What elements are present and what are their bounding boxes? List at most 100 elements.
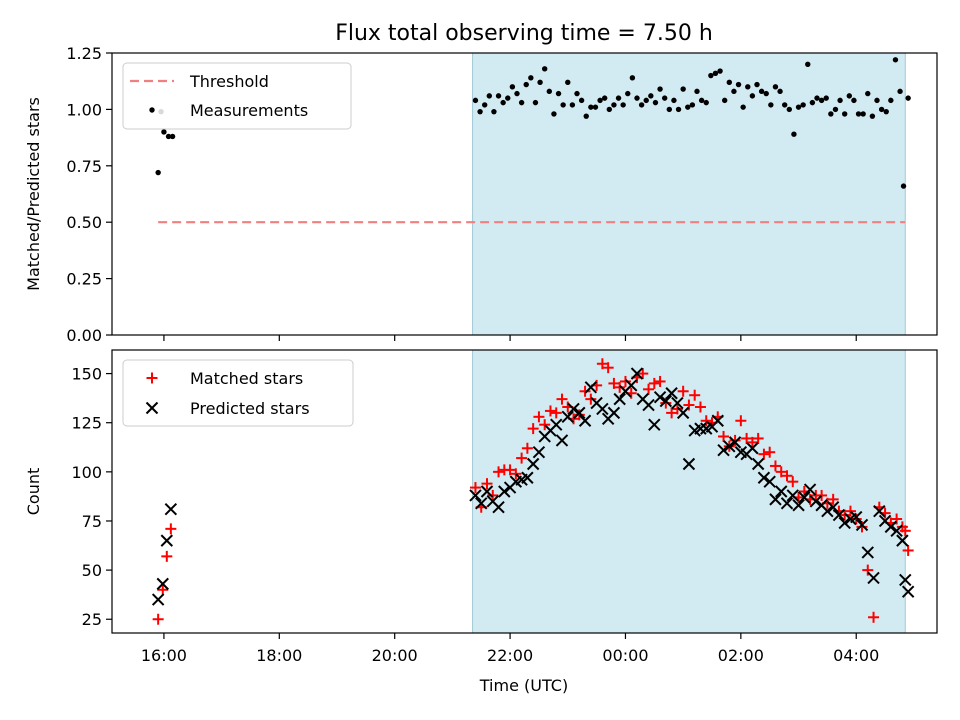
matched-star-point [550, 407, 562, 419]
matched-star-point [718, 430, 730, 442]
matched-star-point [614, 381, 626, 393]
predicted-star-point [630, 367, 644, 380]
y-tick-label: 1.25 [66, 44, 102, 63]
measurement-point [721, 97, 728, 104]
count-legend: Matched stars Predicted stars [122, 359, 354, 427]
measurement-point [472, 97, 479, 104]
predicted-star-point [786, 489, 799, 502]
count-panel: 25 50 75 100 125 150 16:00 18:00 20:00 22:00 00:00… [24, 349, 938, 665]
measurement-point [685, 104, 691, 110]
measurement-point [477, 108, 483, 115]
measurement-point [486, 93, 493, 99]
measurement-point [768, 102, 774, 108]
predicted-star-point [728, 436, 742, 449]
predicted-star-point [625, 379, 638, 392]
legend-measurement-swatch [149, 107, 155, 113]
marker-stroke [769, 493, 782, 506]
measurement-point [546, 88, 553, 95]
legend-box [122, 62, 352, 130]
measurement-point [661, 95, 668, 101]
measurement-point [694, 88, 700, 95]
marker-stroke [665, 387, 678, 400]
measurement-point [625, 90, 631, 97]
matched-star-point [533, 411, 545, 423]
measurement-point [165, 133, 172, 140]
legend-matched-swatch [146, 372, 158, 384]
predicted-star-point [555, 434, 569, 447]
measurement-point [666, 106, 673, 113]
matched-star-point [787, 476, 799, 488]
marker-stroke [486, 495, 499, 508]
predicted-star-point [521, 471, 534, 484]
marker-stroke [584, 381, 598, 394]
measurement-point [555, 90, 562, 97]
measurement-point [597, 97, 603, 104]
marker-stroke [694, 422, 707, 435]
measurement-point [846, 93, 853, 99]
measurement-point [578, 97, 585, 104]
predicted-star-point [607, 406, 621, 420]
measurement-point [860, 111, 866, 117]
matched-star-point [694, 401, 706, 413]
marker-stroke [867, 571, 880, 585]
predicted-star-point [751, 457, 765, 471]
marker-stroke [711, 414, 724, 427]
marker-stroke [850, 510, 863, 524]
matched-star-point [469, 482, 481, 494]
marker-stroke [642, 398, 655, 412]
y-tick-label: 1.00 [66, 100, 102, 119]
marker-stroke [521, 471, 534, 484]
measurement-point [763, 90, 769, 97]
predicted-star-point [573, 406, 586, 420]
marker-stroke [734, 445, 748, 459]
measurement-point [569, 102, 576, 108]
measurement-point [749, 93, 756, 99]
marker-stroke [578, 414, 592, 427]
marker-stroke [815, 499, 828, 512]
measurement-point [629, 75, 636, 81]
measurement-point [601, 95, 608, 101]
predicted-star-point [746, 442, 759, 455]
measurement-point [518, 99, 525, 106]
ratio-panel: 0.00 0.25 0.50 0.75 1.00 1.25 Matched/Predict… [24, 44, 938, 345]
marker-stroke [526, 457, 540, 471]
x-tick-label: 02:00 [718, 646, 764, 665]
marker-stroke [792, 499, 805, 512]
legend-matched-label: Matched stars [190, 369, 303, 388]
predicted-star-point [792, 499, 805, 512]
predicted-star-point [151, 593, 165, 606]
matched-star-point [735, 415, 747, 427]
ratio-y-axis-label: Matched/Predicted stars [24, 97, 43, 291]
y-tick-label: 50 [82, 561, 102, 580]
marker-stroke [746, 442, 759, 455]
measurement-point [703, 99, 709, 106]
predicted-star-point [671, 396, 684, 410]
predicted-star-point [532, 445, 546, 459]
measurement-point [786, 106, 793, 113]
measurement-point [791, 131, 797, 137]
predicted-star-point [550, 418, 563, 431]
marker-stroke [567, 402, 580, 416]
predicted-star-point [867, 571, 880, 585]
marker-stroke [160, 534, 174, 547]
matched-star-point [487, 489, 499, 501]
matched-star-point [746, 436, 758, 448]
predicted-star-point [160, 534, 174, 547]
marker-stroke [475, 497, 488, 510]
matched-star-point [752, 432, 764, 444]
matched-star-point [660, 397, 672, 409]
matched-star-point [839, 509, 851, 521]
measurement-point [643, 97, 649, 104]
predicted-star-point [584, 381, 598, 394]
matched-star-point [899, 525, 911, 537]
x-tick-label: 20:00 [372, 646, 418, 665]
predicted-star-point [873, 504, 886, 518]
predicted-star-point [653, 390, 667, 404]
measurement-point [900, 183, 907, 189]
chart-title: Flux total observing time = 7.50 h [335, 21, 713, 46]
measurement-point [574, 90, 580, 97]
marker-stroke [775, 485, 788, 498]
measurement-point [689, 102, 696, 108]
measurement-point [537, 79, 543, 86]
matched-star-point [643, 383, 655, 395]
